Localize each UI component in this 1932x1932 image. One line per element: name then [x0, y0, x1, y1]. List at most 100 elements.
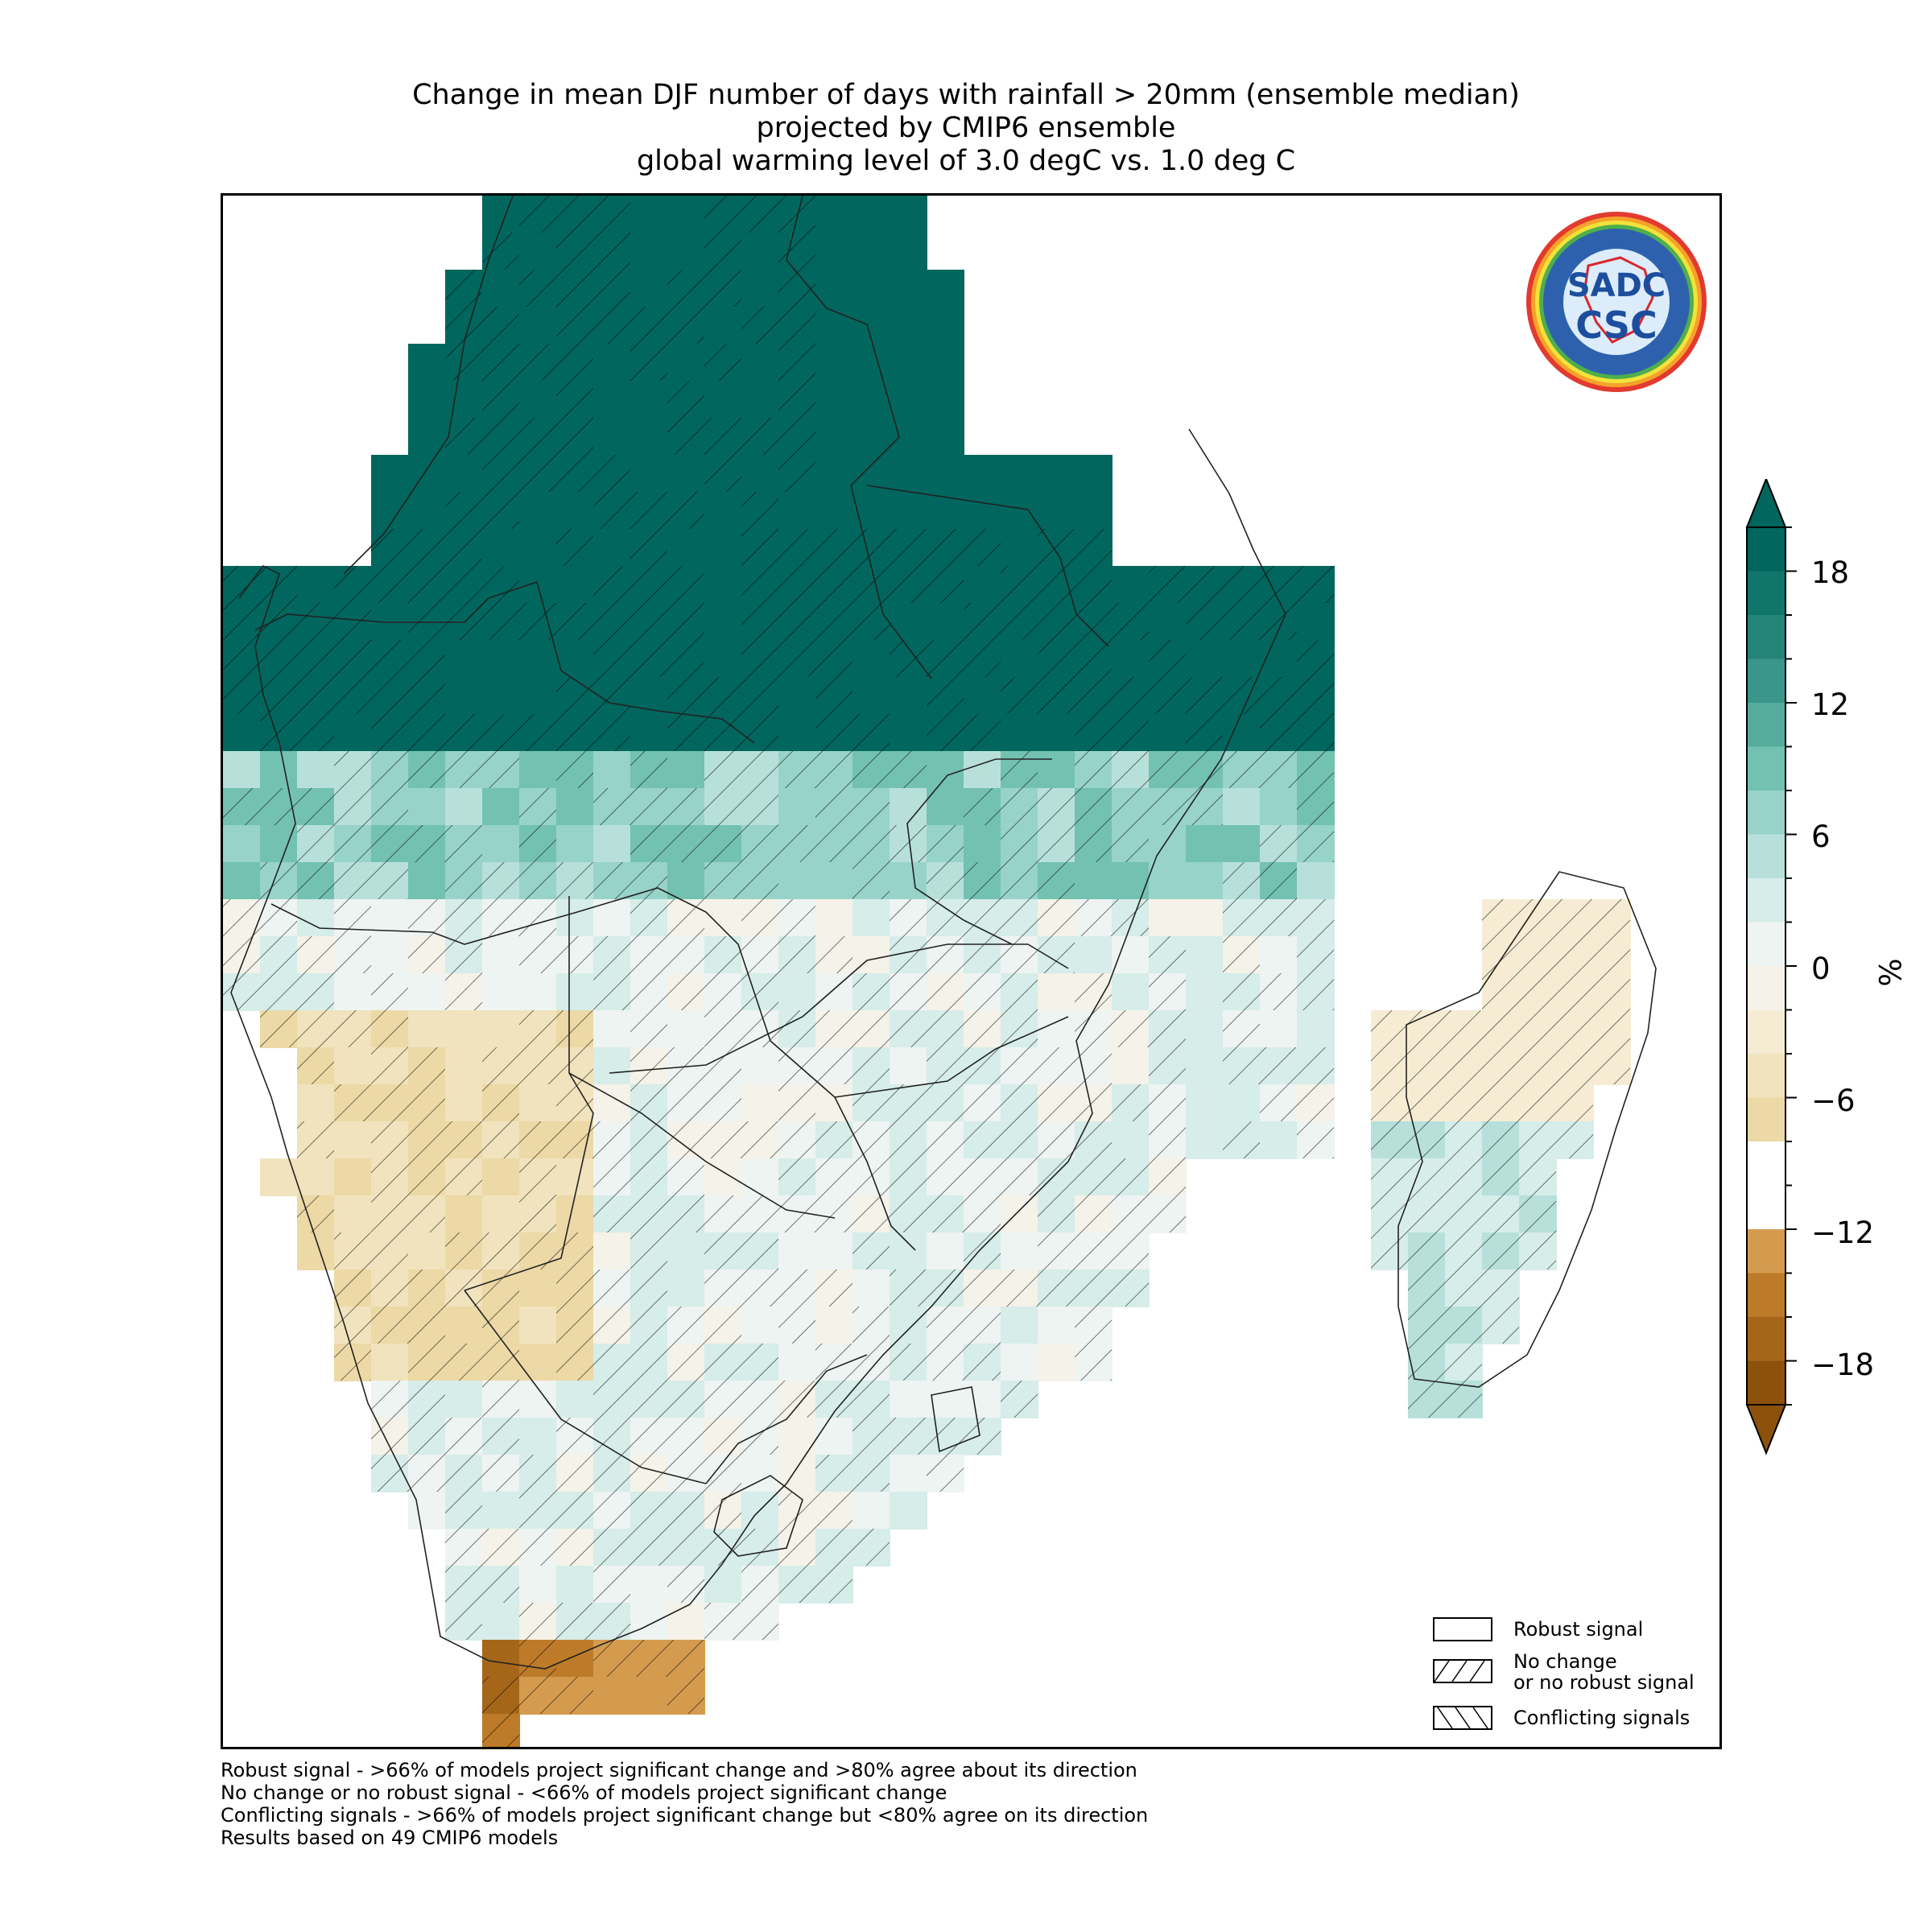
hatch-cell	[593, 270, 630, 307]
hatch-cell	[445, 307, 482, 344]
grid-cell	[890, 677, 927, 715]
hatch-cell	[519, 1529, 556, 1566]
hatch-cell	[1260, 677, 1297, 714]
hatch-cell	[593, 973, 630, 1010]
grid-cell	[815, 307, 853, 345]
hatch-cell	[519, 1158, 556, 1195]
grid-cell	[890, 603, 927, 641]
hatch-cell	[815, 566, 852, 603]
hatch-cell	[482, 1418, 519, 1455]
hatch-cell	[704, 1344, 741, 1381]
hatch-cell	[815, 1269, 852, 1307]
hatch-cell	[1149, 751, 1186, 788]
grid-cell	[630, 1603, 668, 1641]
grid-cell	[630, 455, 668, 493]
grid-cell	[927, 381, 964, 419]
hatch-cell	[334, 899, 371, 936]
hatch-cell	[445, 1603, 482, 1640]
legend-swatch-back-hatch	[1433, 1706, 1492, 1730]
hatch-cell	[852, 529, 890, 566]
hatch-cell	[890, 1344, 927, 1381]
hatch-cell	[890, 566, 927, 603]
map-grid	[223, 196, 1657, 1747]
hatch-cell	[1075, 1158, 1112, 1195]
hatch-cell	[1408, 1381, 1445, 1418]
grid-cell	[371, 936, 409, 974]
hatch-cell	[890, 1195, 927, 1232]
grid-cell	[371, 492, 409, 530]
hatch-cell	[1519, 973, 1556, 1010]
grid-cell	[260, 1158, 298, 1196]
hatch-cell	[667, 714, 704, 751]
grid-cell	[815, 233, 853, 270]
hatch-cell	[519, 899, 556, 936]
hatch-cell	[667, 936, 704, 973]
hatch-cell	[815, 1010, 852, 1047]
hatch-cell	[630, 1529, 667, 1566]
hatch-cell	[1556, 936, 1593, 973]
hatch-cell	[704, 1307, 741, 1344]
hatch-cell	[1519, 936, 1556, 973]
hatch-cell	[964, 1195, 1001, 1232]
grid-cell	[1112, 936, 1150, 974]
hatch-cell	[964, 1010, 1001, 1047]
grid-cell	[519, 1307, 557, 1344]
grid-cell	[334, 973, 372, 1011]
grid-cell	[519, 1344, 557, 1381]
colorbar-band	[1747, 1360, 1785, 1406]
hatch-cell	[1149, 1010, 1186, 1047]
hatch-cell	[630, 1010, 667, 1047]
grid-cell	[1149, 899, 1187, 937]
grid-cell	[556, 492, 594, 530]
hatch-cell	[1112, 825, 1149, 862]
hatch-cell	[1075, 825, 1112, 862]
grid-cell	[445, 1381, 483, 1418]
hatch-cell	[964, 714, 1001, 751]
grid-cell	[445, 788, 483, 826]
grid-cell	[445, 1307, 483, 1344]
hatch-cell	[1038, 788, 1075, 825]
hatch-cell	[667, 492, 704, 529]
hatch-cell	[482, 1232, 519, 1269]
hatch-cell	[556, 677, 593, 714]
hatch-cell	[1038, 1084, 1075, 1121]
hatch-cell	[964, 1344, 1001, 1381]
hatch-cell	[741, 307, 778, 344]
hatch-cell	[519, 1640, 556, 1677]
hatch-cell	[1075, 751, 1112, 788]
hatch-cell	[1001, 973, 1038, 1010]
hatch-cell	[223, 973, 260, 1010]
colorbar-band	[1747, 878, 1785, 923]
hatch-cell	[815, 936, 852, 973]
footnote-nochange: No change or no robust signal - <66% of …	[221, 1781, 947, 1804]
grid-cell	[741, 1158, 779, 1196]
hatch-cell	[482, 714, 519, 751]
hatch-cell	[482, 751, 519, 788]
hatch-cell	[630, 603, 667, 640]
grid-cell	[408, 1010, 446, 1048]
hatch-cell	[667, 418, 704, 455]
grid-cell	[852, 196, 890, 233]
logo-mark-csc: CSC	[1575, 303, 1657, 347]
hatch-cell	[815, 1195, 852, 1232]
grid-cell	[927, 455, 964, 493]
hatch-cell	[482, 233, 519, 270]
hatch-cell	[445, 603, 482, 640]
grid-cell	[1075, 455, 1113, 493]
hatch-cell	[667, 1158, 704, 1195]
hatch-cell	[223, 936, 260, 973]
grid-cell	[408, 381, 446, 419]
hatch-cell	[1075, 1232, 1112, 1269]
hatch-cell	[927, 862, 964, 899]
map-title-line1: Change in mean DJF number of days with r…	[412, 79, 1520, 111]
grid-cell	[1075, 862, 1113, 900]
colorbar-band	[1747, 746, 1785, 791]
grid-cell	[408, 973, 446, 1011]
grid-cell	[519, 1418, 557, 1455]
grid-cell	[815, 270, 853, 308]
hatch-cell	[260, 677, 297, 714]
hatch-cell	[1445, 1307, 1482, 1344]
hatch-cell	[1519, 1232, 1556, 1269]
hatch-cell	[482, 492, 519, 529]
border-line	[609, 943, 1069, 1074]
